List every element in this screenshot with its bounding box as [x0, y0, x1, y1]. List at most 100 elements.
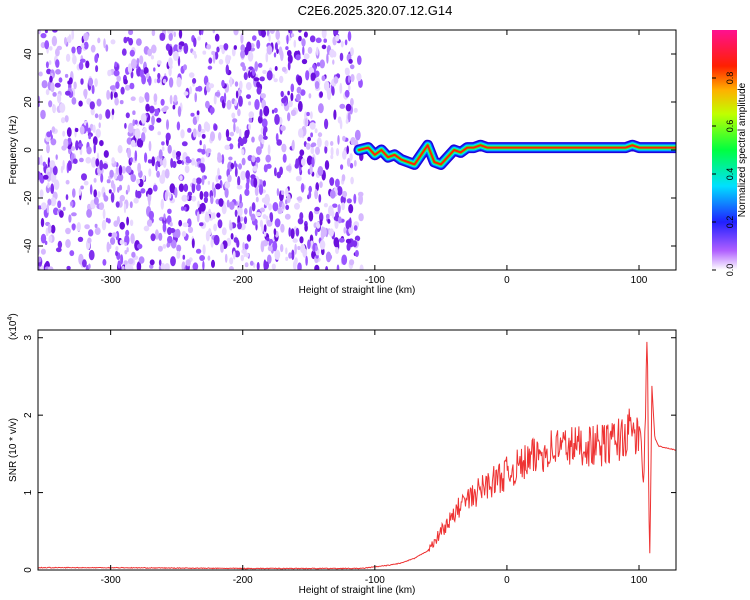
- svg-text:(x104): (x104): [7, 313, 19, 340]
- noise-blob: [136, 38, 142, 46]
- noise-blob: [348, 58, 353, 64]
- noise-blob: [300, 89, 306, 96]
- noise-blob: [56, 45, 63, 51]
- noise-blob: [120, 86, 125, 95]
- noise-blob: [126, 247, 129, 253]
- noise-blob: [310, 147, 315, 155]
- noise-blob: [189, 86, 193, 95]
- noise-blob: [285, 247, 288, 255]
- noise-blob: [345, 118, 349, 124]
- noise-blob: [272, 202, 279, 212]
- noise-blob: [237, 206, 243, 217]
- colorbar: 0.0 0.2 0.4 0.6 0.8 Normalized spectral ampl…: [712, 30, 748, 276]
- noise-blob: [58, 77, 63, 83]
- noise-blob: [294, 202, 300, 210]
- noise-blob: [348, 204, 354, 214]
- noise-blob: [272, 74, 275, 79]
- noise-blob: [214, 33, 220, 42]
- noise-blob: [231, 112, 236, 119]
- noise-blob: [40, 109, 46, 120]
- noise-blob: [64, 37, 67, 45]
- noise-blob: [183, 91, 189, 96]
- noise-blob: [359, 264, 364, 270]
- noise-blob: [256, 81, 261, 88]
- noise-blob: [346, 198, 352, 204]
- noise-blob: [321, 227, 327, 238]
- noise-blob: [294, 163, 299, 169]
- noise-blob: [229, 201, 235, 210]
- noise-blob: [145, 94, 150, 103]
- noise-blob: [265, 154, 272, 163]
- noise-blob: [128, 122, 134, 134]
- noise-blob: [160, 198, 164, 210]
- noise-blob: [211, 259, 215, 268]
- noise-blob: [201, 133, 206, 139]
- noise-blob: [55, 59, 60, 68]
- noise-blob: [86, 146, 92, 155]
- noise-blob: [192, 78, 197, 84]
- noise-blob: [167, 208, 172, 214]
- noise-blob: [347, 75, 351, 83]
- noise-blob: [188, 72, 195, 78]
- noise-blob: [90, 44, 96, 53]
- noise-blob: [269, 212, 274, 223]
- noise-blob: [124, 250, 128, 255]
- noise-blob: [40, 217, 45, 228]
- noise-blob: [130, 157, 133, 163]
- noise-blob: [295, 93, 301, 102]
- noise-blob: [132, 119, 136, 127]
- noise-blob: [131, 251, 136, 258]
- noise-blob: [244, 208, 248, 215]
- noise-blob: [263, 224, 267, 233]
- noise-blob: [115, 250, 119, 257]
- noise-blob: [93, 143, 96, 154]
- noise-blob: [319, 181, 323, 189]
- noise-blob: [287, 112, 291, 122]
- noise-blob: [102, 208, 106, 220]
- noise-blob: [173, 94, 178, 103]
- noise-blob: [46, 131, 52, 138]
- noise-blob: [129, 219, 134, 227]
- colorbar-tick-label: 0.6: [725, 120, 735, 133]
- noise-blob: [266, 70, 273, 81]
- noise-blob: [235, 90, 239, 99]
- ridge-peak: [358, 144, 676, 166]
- noise-blob: [90, 156, 97, 168]
- x-tick-label: 0: [504, 575, 510, 586]
- noise-blob: [226, 136, 232, 142]
- noise-blob: [175, 228, 181, 239]
- noise-blob: [217, 167, 220, 178]
- noise-blob: [166, 119, 169, 130]
- noise-blob: [358, 213, 364, 222]
- noise-blob: [216, 212, 221, 218]
- noise-blob: [281, 143, 287, 153]
- noise-blob: [110, 91, 113, 100]
- noise-blob: [140, 113, 147, 124]
- noise-blob: [148, 197, 151, 207]
- noise-blob: [124, 84, 131, 91]
- noise-blob: [55, 48, 60, 57]
- noise-blob: [161, 146, 165, 151]
- noise-blob: [297, 245, 301, 251]
- noise-blob: [352, 240, 358, 248]
- noise-blob: [258, 184, 264, 196]
- noise-blob: [72, 188, 76, 198]
- noise-blob: [276, 139, 283, 146]
- noise-blob: [261, 118, 268, 128]
- noise-blob: [71, 97, 77, 105]
- noise-blob: [224, 181, 231, 189]
- noise-blob: [157, 131, 161, 136]
- colorbar-gradient: [712, 30, 737, 270]
- noise-blob: [310, 143, 315, 148]
- noise-blob: [306, 111, 310, 117]
- snr-panel: -300 -200 -100 0 100 0 1 2 3 Height of straight…: [7, 313, 677, 596]
- noise-blob: [130, 139, 136, 148]
- noise-blob: [93, 196, 99, 205]
- noise-blob: [210, 238, 214, 248]
- noise-blob: [330, 146, 334, 157]
- noise-blob: [177, 106, 182, 117]
- noise-blob: [219, 44, 223, 50]
- noise-blob: [103, 192, 106, 200]
- noise-blob: [66, 265, 71, 270]
- noise-blob: [248, 101, 252, 106]
